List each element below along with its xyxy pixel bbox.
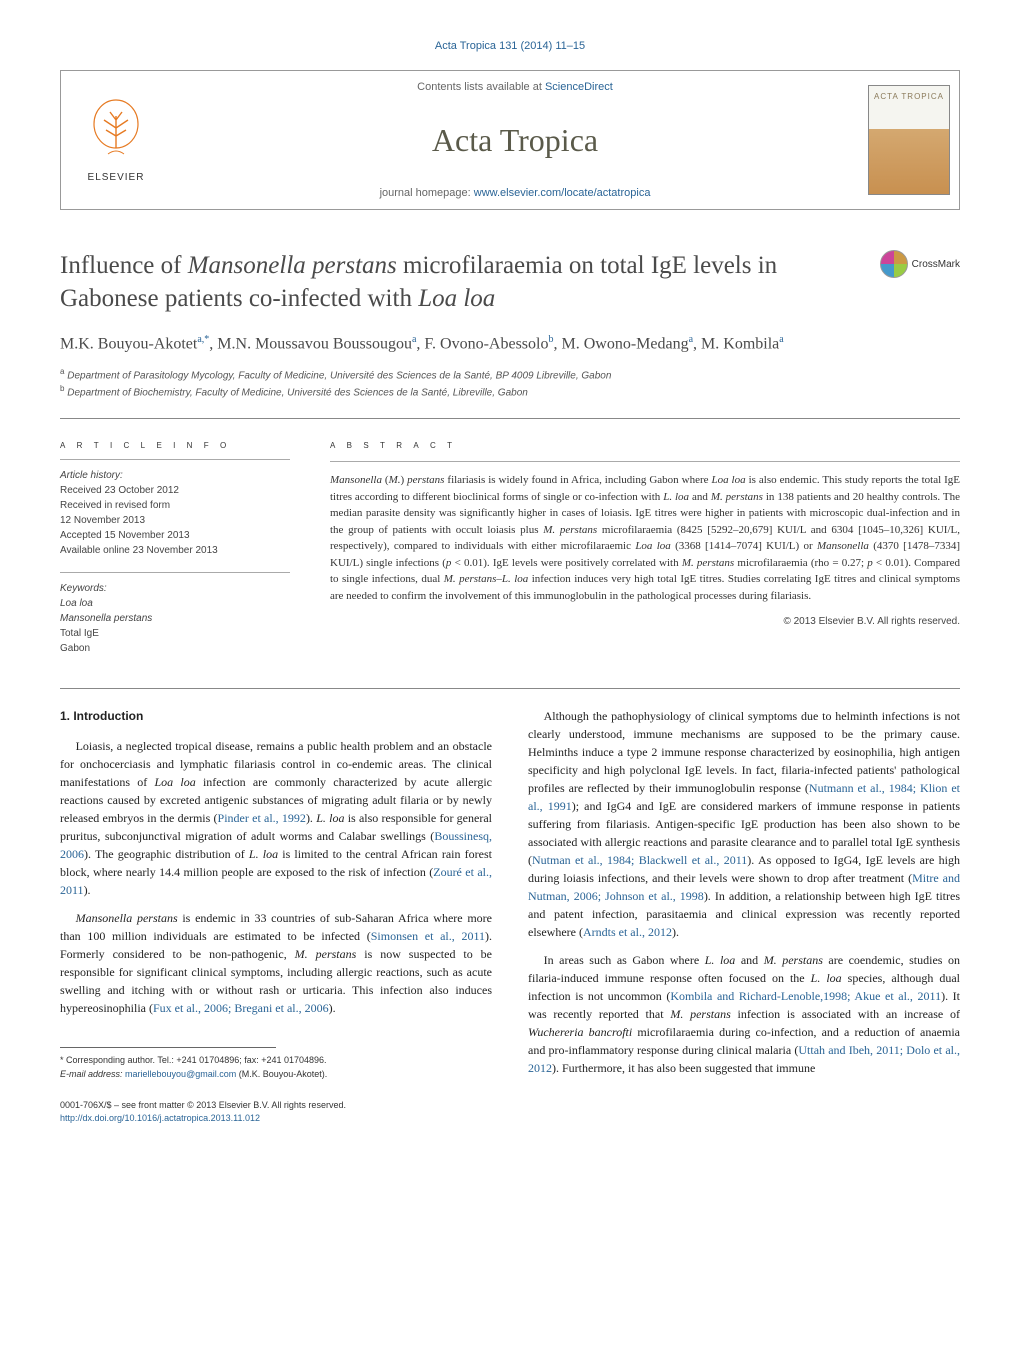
sciencedirect-link[interactable]: ScienceDirect [545,81,613,93]
body-paragraph: Loiasis, a neglected tropical disease, r… [60,737,492,899]
affiliations: a Department of Parasitology Mycology, F… [60,366,960,401]
body-paragraph: Mansonella perstans is endemic in 33 cou… [60,909,492,1017]
footnote-divider [60,1047,276,1048]
affiliation-a: a Department of Parasitology Mycology, F… [60,366,960,383]
elsevier-logo: ELSEVIER [61,71,171,209]
top-citation: Acta Tropica 131 (2014) 11–15 [60,40,960,52]
history-label: Article history: [60,468,290,483]
journal-header: ELSEVIER Contents lists available at Sci… [60,70,960,210]
homepage-prefix: journal homepage: [380,187,474,199]
history-line: Received 23 October 2012 [60,483,290,498]
keyword: Gabon [60,641,290,656]
keyword: Mansonella perstans [60,611,290,626]
crossmark-badge[interactable]: CrossMark [880,250,960,278]
elsevier-label: ELSEVIER [88,172,145,183]
email-line: E-mail address: mariellebouyou@gmail.com… [60,1068,492,1082]
footnotes: * Corresponding author. Tel.: +241 01704… [60,1054,492,1081]
history-line: Available online 23 November 2013 [60,543,290,558]
body-paragraph: Although the pathophysiology of clinical… [528,707,960,941]
contents-prefix: Contents lists available at [417,81,545,93]
cover-thumbnail: ACTA TROPICA [868,85,950,195]
history-line: Received in revised form [60,498,290,513]
email-label: E-mail address: [60,1069,125,1079]
keywords-label: Keywords: [60,581,290,596]
abstract-text: Mansonella (M.) perstans filariasis is w… [330,472,960,604]
homepage-line: journal homepage: www.elsevier.com/locat… [171,187,859,199]
divider-bottom [60,688,960,689]
body-col-left: 1. Introduction Loiasis, a neglected tro… [60,707,492,1124]
journal-cover: ACTA TROPICA [859,71,959,209]
article-info-header: A R T I C L E I N F O [60,437,290,451]
authors-line: M.K. Bouyou-Akoteta,*, M.N. Moussavou Bo… [60,333,960,356]
section-heading: 1. Introduction [60,707,492,725]
keywords-block: Keywords: Loa loa Mansonella perstans To… [60,581,290,656]
keyword: Loa loa [60,596,290,611]
affiliation-b: b Department of Biochemistry, Faculty of… [60,383,960,400]
history-line: 12 November 2013 [60,513,290,528]
article-info: A R T I C L E I N F O Article history: R… [60,437,290,670]
body-col-right: Although the pathophysiology of clinical… [528,707,960,1124]
crossmark-icon [880,250,908,278]
body-columns: 1. Introduction Loiasis, a neglected tro… [60,707,960,1124]
abstract: A B S T R A C T Mansonella (M.) perstans… [330,437,960,670]
elsevier-tree-icon [86,98,146,168]
doi-link[interactable]: http://dx.doi.org/10.1016/j.actatropica.… [60,1113,260,1123]
homepage-link[interactable]: www.elsevier.com/locate/actatropica [474,187,651,199]
corresponding-author: * Corresponding author. Tel.: +241 01704… [60,1054,492,1068]
email-link[interactable]: mariellebouyou@gmail.com [125,1069,236,1079]
journal-name: Acta Tropica [171,122,859,159]
contents-available-line: Contents lists available at ScienceDirec… [171,81,859,93]
bottom-issn-doi: 0001-706X/$ – see front matter © 2013 El… [60,1099,492,1124]
email-name: (M.K. Bouyou-Akotet). [236,1069,327,1079]
article-title: Influence of Mansonella perstans microfi… [60,250,860,315]
history-line: Accepted 15 November 2013 [60,528,290,543]
body-paragraph: In areas such as Gabon where L. loa and … [528,951,960,1077]
keyword: Total IgE [60,626,290,641]
cover-title: ACTA TROPICA [869,92,949,101]
article-history: Article history: Received 23 October 201… [60,468,290,558]
header-center: Contents lists available at ScienceDirec… [171,71,859,209]
abstract-header: A B S T R A C T [330,437,960,451]
crossmark-label: CrossMark [912,259,960,270]
issn-line: 0001-706X/$ – see front matter © 2013 El… [60,1099,492,1112]
divider-top [60,418,960,419]
abstract-copyright: © 2013 Elsevier B.V. All rights reserved… [330,616,960,627]
